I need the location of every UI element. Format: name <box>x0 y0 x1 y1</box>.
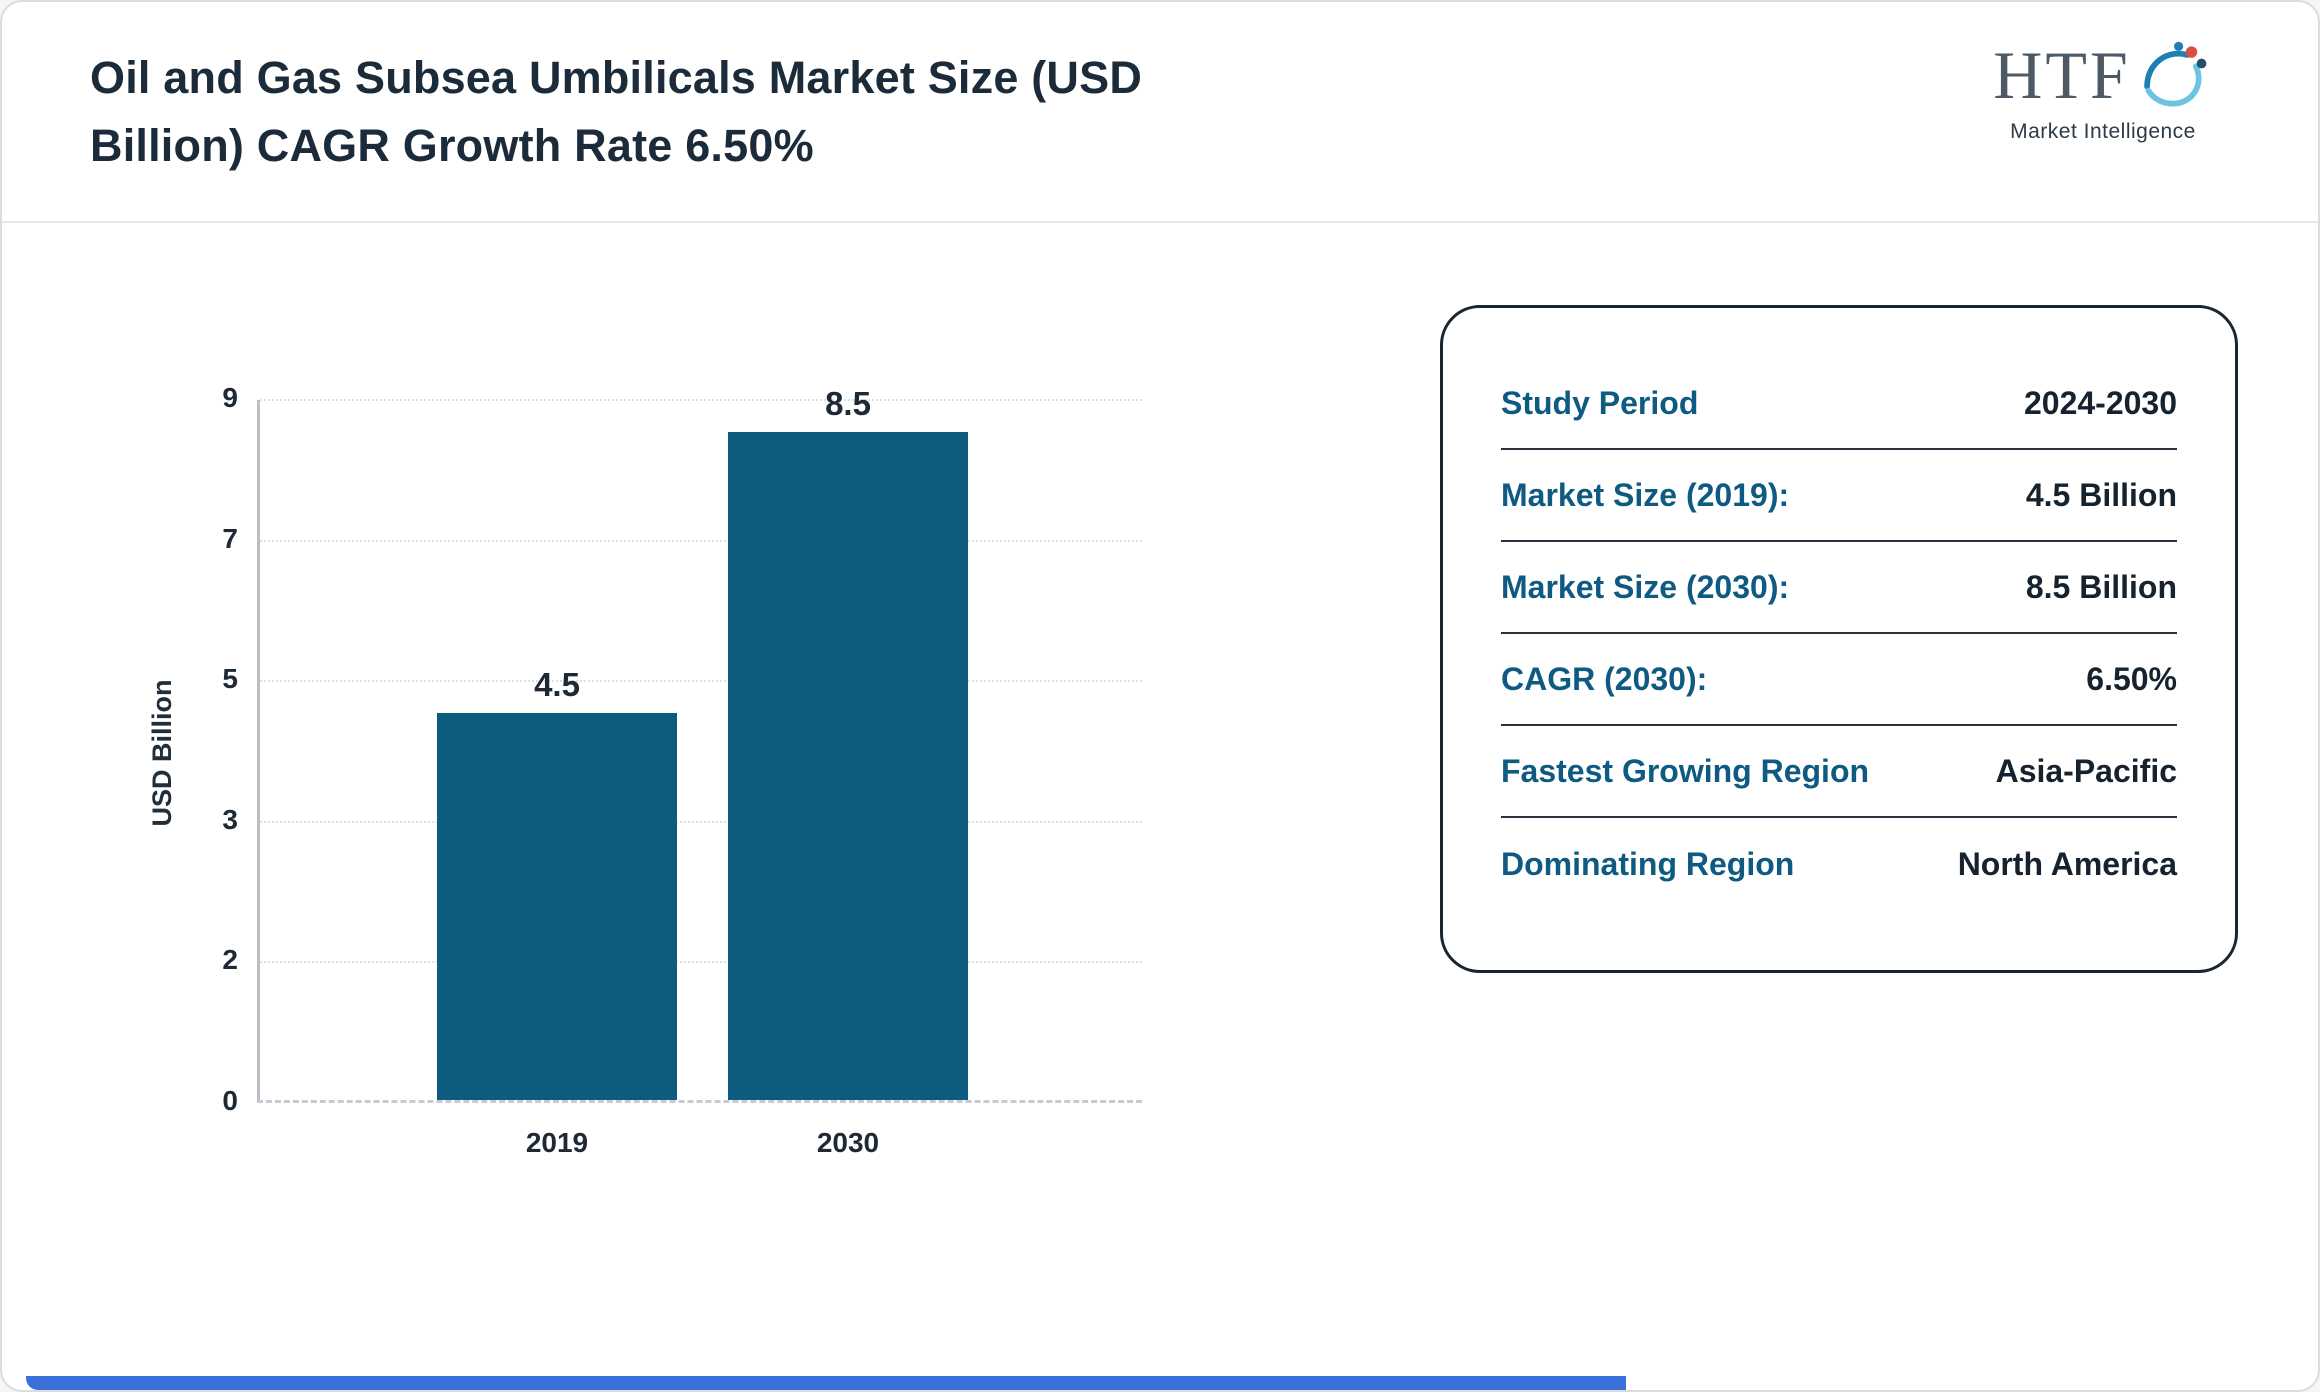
logo-swoosh-icon <box>2143 41 2207 107</box>
info-value: 6.50% <box>2086 660 2177 697</box>
y-tick-label: 0 <box>222 1085 238 1116</box>
htf-logo-text: HTF <box>1993 37 2131 113</box>
gridline <box>260 680 1142 683</box>
info-rows: Study Period 2024-2030 Market Size (2019… <box>1501 358 2177 910</box>
bar-value-label: 8.5 <box>825 385 871 423</box>
info-row-fastest-growing-region: Fastest Growing Region Asia-Pacific <box>1501 726 2177 818</box>
gridline <box>260 961 1142 964</box>
info-value: 2024-2030 <box>2023 384 2177 421</box>
info-row-dominating-region: Dominating Region North America <box>1501 818 2177 910</box>
info-label: CAGR (2030): <box>1501 660 1708 697</box>
info-value: North America <box>1957 845 2177 882</box>
gridline <box>260 399 1142 401</box>
x-tick-label: 2019 <box>525 1127 589 1158</box>
y-tick-label: 5 <box>222 663 238 695</box>
info-label: Dominating Region <box>1501 845 1795 882</box>
bar-2030 <box>728 432 968 1100</box>
gridline <box>260 820 1142 823</box>
info-value: Asia-Pacific <box>1995 752 2177 789</box>
plot-area: 0 2 3 5 7 9 4.5 2019 8.5 2030 <box>222 382 1142 1158</box>
info-value: 8.5 Billion <box>2025 568 2177 605</box>
x-tick-label: 2030 <box>816 1127 880 1158</box>
info-label: Market Size (2019): <box>1501 476 1790 513</box>
info-label: Market Size (2030): <box>1501 568 1790 605</box>
info-row-cagr: CAGR (2030): 6.50% <box>1501 634 2177 726</box>
info-row-market-size-2030: Market Size (2030): 8.5 Billion <box>1501 542 2177 634</box>
y-tick-label: 2 <box>222 944 238 976</box>
y-axis-label: USD Billion <box>147 679 177 827</box>
info-label: Study Period <box>1501 384 1699 421</box>
bar-2019 <box>437 713 677 1100</box>
page-title: Oil and Gas Subsea Umbilicals Market Siz… <box>90 52 1143 171</box>
header-divider <box>2 221 2318 223</box>
info-panel: Study Period 2024-2030 Market Size (2019… <box>1440 305 2238 973</box>
y-tick-label: 3 <box>222 803 238 835</box>
bar-value-label: 4.5 <box>534 666 580 704</box>
gridline <box>260 539 1142 542</box>
htf-logo: HTF Market Intelligence <box>1968 32 2238 144</box>
htf-logo-tagline: Market Intelligence <box>2010 120 2196 143</box>
htf-logo-top: HTF <box>1968 32 2238 118</box>
y-tick-label: 9 <box>222 382 238 413</box>
footer-accent-bar <box>26 1376 1626 1390</box>
info-row-market-size-2019: Market Size (2019): 4.5 Billion <box>1501 450 2177 542</box>
y-tick-label: 7 <box>222 522 238 554</box>
info-label: Fastest Growing Region <box>1501 752 1870 789</box>
info-value: 4.5 Billion <box>2025 476 2177 513</box>
info-row-study-period: Study Period 2024-2030 <box>1501 358 2177 450</box>
